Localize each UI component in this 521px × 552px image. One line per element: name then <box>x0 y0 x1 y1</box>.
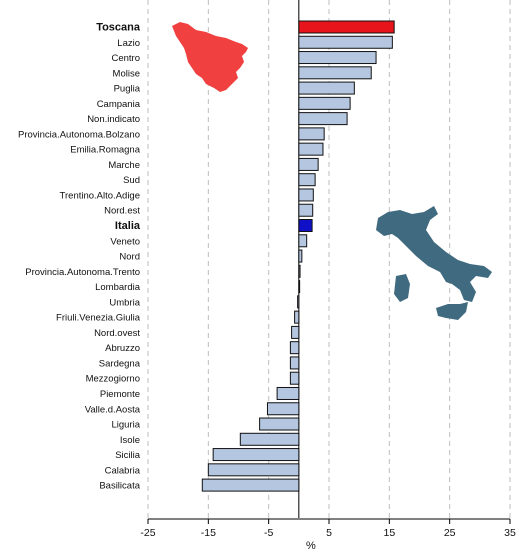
category-label: Nord.est <box>104 206 140 217</box>
category-label: Calabria <box>105 465 141 476</box>
category-label: Provincia.Autonoma.Trento <box>25 267 140 278</box>
bar <box>289 371 300 385</box>
category-label: Mezzogiorno <box>86 374 140 385</box>
bar <box>289 341 300 355</box>
bar <box>289 356 300 370</box>
bar <box>266 402 300 416</box>
x-tick-label: -25 <box>140 527 155 539</box>
bar <box>297 295 300 309</box>
bar <box>298 51 377 65</box>
category-label: Veneto <box>110 236 140 247</box>
bar <box>298 188 314 202</box>
category-label: Provincia.Autonoma.Bolzano <box>18 129 140 140</box>
category-labels: Toscana Lazio Centro Molise Puglia Campania No… <box>18 22 141 492</box>
bar <box>298 35 393 49</box>
bar <box>298 66 372 80</box>
bar <box>298 142 324 156</box>
bar <box>276 386 300 400</box>
bar <box>294 310 300 324</box>
x-tick-label: -15 <box>201 527 216 539</box>
bar <box>239 432 300 446</box>
x-tick-label: 15 <box>383 527 395 539</box>
x-tick-label: 5 <box>326 527 332 539</box>
category-label: Non.indicato <box>87 114 140 125</box>
italy-map-icon <box>376 206 492 320</box>
category-label: Nord.ovest <box>94 328 140 339</box>
bar <box>298 112 348 126</box>
x-axis: -25 -15 -5 5 15 25 35% <box>140 518 516 552</box>
category-label: Trentino.Alto.Adige <box>60 190 140 201</box>
category-label: Sud <box>123 175 140 186</box>
category-label: Campania <box>97 99 141 110</box>
bar <box>298 81 355 95</box>
bar <box>298 249 303 263</box>
category-label: Valle.d.Aosta <box>85 404 141 415</box>
category-label: Friuli.Venezia.Giulia <box>56 313 141 324</box>
category-label: Toscana <box>96 22 141 34</box>
bar <box>298 280 301 294</box>
bar <box>298 173 316 187</box>
bar <box>298 96 351 110</box>
bar <box>298 157 319 171</box>
map-decorations <box>172 22 492 320</box>
category-label: Sicilia <box>115 450 141 461</box>
category-label: Lombardia <box>95 282 141 293</box>
category-label: Piemonte <box>100 389 140 400</box>
bar <box>207 463 300 477</box>
category-label: Abruzzo <box>105 343 140 354</box>
category-label: Emilia.Romagna <box>70 145 140 156</box>
x-tick-label: -5 <box>264 527 273 539</box>
tuscany-map-icon <box>172 22 248 92</box>
bar <box>298 264 301 278</box>
bar <box>291 325 300 339</box>
bar <box>212 448 300 462</box>
category-label: Nord <box>119 252 140 263</box>
category-label: Isole <box>120 435 140 446</box>
bars <box>201 20 395 492</box>
category-label: Sardegna <box>99 358 141 369</box>
category-label: Umbria <box>109 297 140 308</box>
x-tick-label: 35 <box>504 527 516 539</box>
bar <box>298 20 395 34</box>
bar <box>201 478 300 492</box>
bar <box>298 219 313 233</box>
category-label: Marche <box>108 160 140 171</box>
category-label: Centro <box>111 53 140 64</box>
category-label: Liguria <box>111 420 140 431</box>
category-label: Molise <box>113 68 140 79</box>
x-tick-label: 25 <box>444 527 456 539</box>
category-label: Lazio <box>117 38 140 49</box>
x-axis-title: % <box>306 540 316 552</box>
category-label: Puglia <box>114 84 141 95</box>
category-label: Italia <box>115 220 141 232</box>
bar <box>259 417 300 431</box>
bar <box>298 203 314 217</box>
bar <box>298 127 325 141</box>
category-label: Basilicata <box>99 481 140 492</box>
bar <box>298 234 308 248</box>
